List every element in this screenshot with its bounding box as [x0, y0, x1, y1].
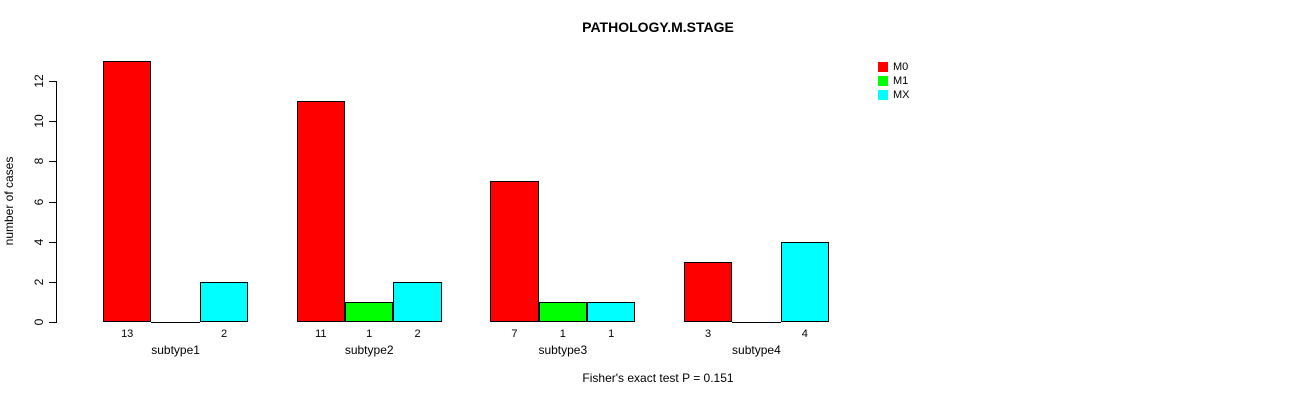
- y-tick-label: 2: [32, 278, 46, 286]
- bar-value-label: 1: [608, 328, 615, 340]
- y-tick-label: 12: [32, 74, 46, 88]
- x-category-label: subtype1: [151, 343, 200, 357]
- legend-label: MX: [893, 89, 910, 101]
- bar-M1-subtype4: [732, 322, 781, 323]
- y-tick-mark: [49, 121, 56, 123]
- bar-MX-subtype2: [393, 281, 442, 322]
- bar-M1-subtype2: [345, 301, 394, 322]
- bar-M0-subtype2: [296, 101, 345, 322]
- y-tick-label: 10: [32, 114, 46, 128]
- bar-value-label: 7: [511, 328, 518, 340]
- bar-value-label: 13: [121, 328, 134, 340]
- legend-swatch-icon: [878, 90, 888, 100]
- bar-M0-subtype4: [683, 261, 733, 322]
- chart-title: PATHOLOGY.M.STAGE: [582, 19, 734, 35]
- y-tick-label: 8: [32, 158, 46, 165]
- bar-value-label: 4: [801, 328, 808, 340]
- bar-M0-subtype1: [103, 60, 152, 322]
- bar-value-label: 1: [559, 328, 566, 340]
- legend: M0 M1 MX: [878, 60, 910, 102]
- bar-M1-subtype3: [538, 301, 587, 322]
- y-tick-mark: [49, 241, 56, 243]
- bar-M0-subtype3: [490, 181, 539, 322]
- y-tick-label: 0: [32, 318, 46, 326]
- x-category-label: subtype4: [732, 343, 781, 357]
- bar-value-label: 1: [366, 328, 373, 340]
- bar-value-label: 2: [414, 328, 421, 340]
- y-tick-label: 4: [32, 238, 46, 246]
- legend-label: M1: [893, 75, 909, 87]
- y-tick-mark: [49, 201, 56, 203]
- x-category-label: subtype3: [538, 343, 588, 357]
- y-tick-mark: [49, 81, 56, 83]
- y-axis-label: number of cases: [2, 156, 16, 246]
- bar-MX-subtype1: [199, 281, 249, 322]
- bar-value-label: 3: [704, 328, 712, 340]
- x-category-label: subtype2: [344, 343, 394, 357]
- bar-MX-subtype3: [587, 301, 636, 322]
- legend-label: M0: [893, 61, 909, 73]
- bar-M1-subtype1: [151, 322, 200, 323]
- legend-swatch-icon: [878, 62, 888, 72]
- bar-value-label: 11: [315, 328, 327, 340]
- legend-item-MX: MX: [878, 88, 910, 102]
- y-axis-line: [56, 81, 57, 323]
- y-tick-mark: [49, 281, 56, 283]
- legend-item-M0: M0: [878, 60, 910, 74]
- y-tick-label: 6: [32, 198, 46, 205]
- bar-value-label: 2: [220, 328, 228, 340]
- legend-item-M1: M1: [878, 74, 910, 88]
- y-tick-mark: [49, 322, 56, 323]
- legend-swatch-icon: [878, 76, 888, 86]
- footnote-text: Fisher's exact test P = 0.151: [582, 371, 734, 385]
- bar-MX-subtype4: [780, 241, 829, 322]
- y-tick-mark: [49, 161, 56, 163]
